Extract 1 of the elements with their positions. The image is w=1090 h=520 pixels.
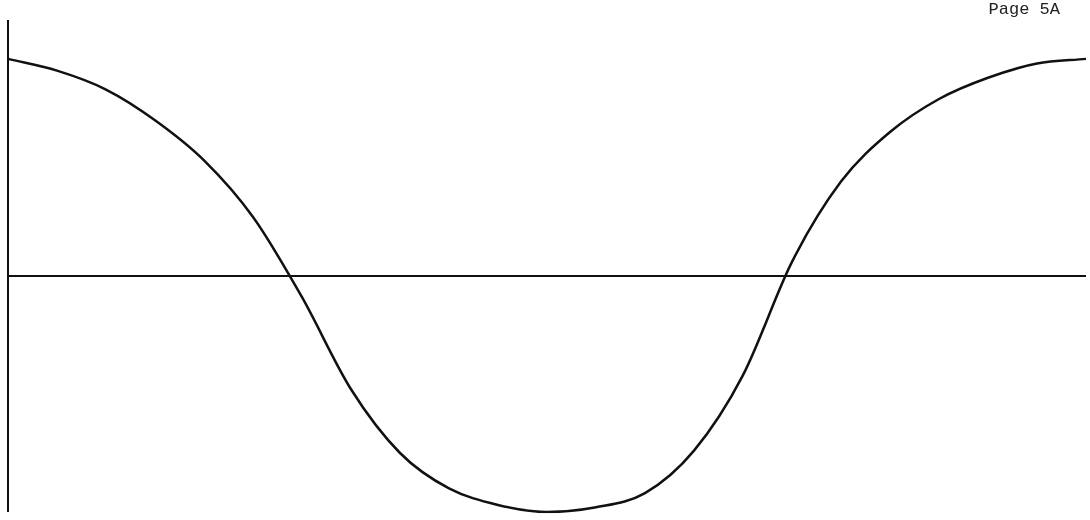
text: Page 5A [988,0,1060,19]
